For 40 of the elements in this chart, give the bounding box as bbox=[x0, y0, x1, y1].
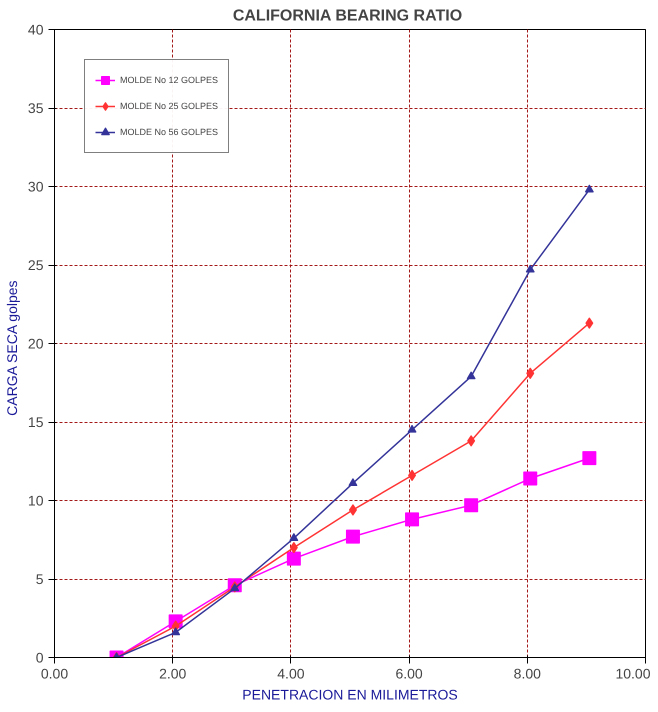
point bbox=[585, 317, 594, 329]
point bbox=[467, 435, 476, 447]
legend-label: MOLDE No 25 GOLPES bbox=[120, 101, 218, 111]
point bbox=[290, 542, 298, 554]
point bbox=[466, 371, 476, 380]
x-tick-label: 10.00 bbox=[615, 666, 651, 682]
point bbox=[464, 498, 478, 512]
point bbox=[289, 533, 298, 541]
point bbox=[408, 470, 416, 482]
point bbox=[346, 530, 360, 544]
y-tick-label: 10 bbox=[28, 492, 44, 508]
y-tick-label: 0 bbox=[36, 650, 44, 666]
point bbox=[286, 552, 301, 566]
y-tick-label: 30 bbox=[28, 178, 44, 194]
y-tick-label: 20 bbox=[28, 336, 44, 352]
y-tick-label: 15 bbox=[28, 414, 44, 430]
point bbox=[348, 478, 358, 486]
chart-title: CALIFORNIA BEARING RATIO bbox=[232, 8, 462, 24]
point bbox=[408, 424, 417, 433]
point bbox=[526, 264, 535, 273]
legend-label: MOLDE No 56 GOLPES bbox=[120, 127, 218, 137]
point bbox=[526, 368, 534, 380]
x-tick-label: 0.00 bbox=[40, 666, 68, 682]
x-axis-title: PENETRACION EN MILIMETROS bbox=[242, 686, 458, 702]
legend-label: MOLDE No 12 GOLPES bbox=[120, 75, 218, 85]
point bbox=[584, 184, 594, 192]
x-tick-label: 8.00 bbox=[514, 666, 542, 682]
y-tick-label: 5 bbox=[36, 571, 44, 587]
point bbox=[523, 472, 538, 486]
y-tick-label: 40 bbox=[28, 22, 44, 38]
y-axis-title: CARGA SECA golpes bbox=[4, 280, 20, 416]
x-tick-label: 2.00 bbox=[159, 666, 187, 682]
point bbox=[582, 451, 596, 466]
point bbox=[348, 504, 357, 516]
x-tick-label: 6.00 bbox=[395, 666, 423, 682]
point bbox=[405, 512, 420, 526]
y-tick-label: 25 bbox=[28, 257, 44, 273]
y-tick-label: 35 bbox=[28, 100, 44, 116]
x-tick-label: 4.00 bbox=[277, 666, 305, 682]
point bbox=[171, 627, 180, 636]
